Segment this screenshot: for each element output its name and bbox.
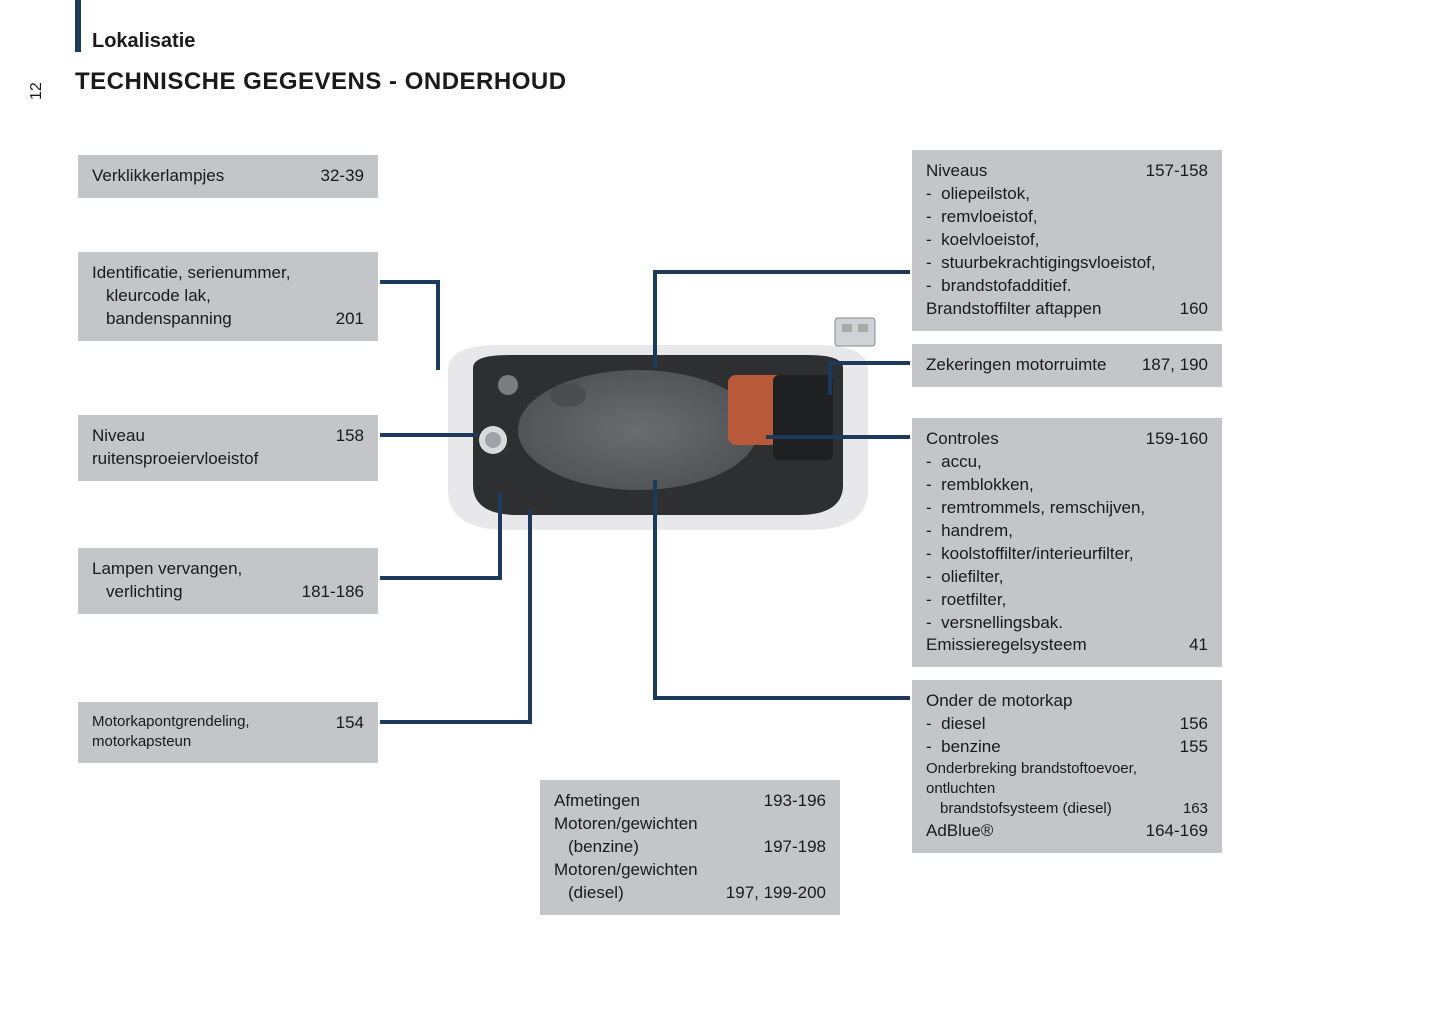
connector-bonnet xyxy=(380,510,530,722)
dimensions-pages: 193-196 xyxy=(756,790,826,813)
engine-washer-cap-inner xyxy=(485,432,501,448)
bulbs-line1: Lampen vervangen, xyxy=(92,558,364,581)
fuses-label: Zekeringen motorruimte xyxy=(926,354,1106,377)
checks-item-7: versnellingsbak. xyxy=(941,613,1063,632)
engines-diesel-2: (diesel) xyxy=(554,882,624,905)
checks-footer-pages: 41 xyxy=(1138,634,1208,657)
main-title: TECHNISCHE GEGEVENS - ONDERHOUD xyxy=(75,68,567,96)
levels-title: Niveaus xyxy=(926,160,987,183)
checks-item: - accu, xyxy=(926,451,1208,474)
bonnet-label: Motorkapontgrendeling, motorkapsteun xyxy=(92,712,294,753)
box-identification: Identificatie, serienummer, kleurcode la… xyxy=(78,252,378,341)
under-bonnet-petrol-pages: 155 xyxy=(1138,736,1208,759)
box-washer-fluid: Niveau ruitensproeiervloeistof 158 xyxy=(78,415,378,481)
component-icon xyxy=(830,310,880,350)
levels-footer-pages: 160 xyxy=(1138,298,1208,321)
identification-line3: bandenspanning xyxy=(92,308,232,331)
levels-item-1: remvloeistof, xyxy=(941,207,1037,226)
levels-item-3: stuurbekrachtigingsvloeistof, xyxy=(941,253,1156,272)
checks-item-3: handrem, xyxy=(941,521,1013,540)
levels-item-2: koelvloeistof, xyxy=(941,230,1039,249)
section-label: Lokalisatie xyxy=(92,30,195,53)
box-bulbs: Lampen vervangen, verlichting 181-186 xyxy=(78,548,378,614)
checks-title: Controles xyxy=(926,428,999,451)
levels-item: - stuurbekrachtigingsvloeistof, xyxy=(926,252,1208,275)
dimensions-label: Afmetingen xyxy=(554,790,640,813)
checks-item: - koolstoffilter/interieurfilter, xyxy=(926,543,1208,566)
warning-lights-label: Verklikkerlampjes xyxy=(92,165,224,188)
box-under-bonnet: Onder de motorkap - diesel 156 - benzine… xyxy=(912,680,1222,853)
connector-identification xyxy=(380,282,438,370)
under-bonnet-diesel-label: diesel xyxy=(941,714,985,733)
levels-item: - remvloeistof, xyxy=(926,206,1208,229)
engine-cap-2 xyxy=(550,383,586,407)
levels-item-4: brandstofadditief. xyxy=(941,276,1071,295)
washer-fluid-label: Niveau ruitensproeiervloeistof xyxy=(92,425,294,471)
checks-item: - versnellingsbak. xyxy=(926,612,1208,635)
identification-line2: kleurcode lak, xyxy=(92,285,364,308)
under-bonnet-petrol: - benzine xyxy=(926,736,1001,759)
box-fuses: Zekeringen motorruimte 187, 190 xyxy=(912,344,1222,387)
engines-diesel-1: Motoren/gewichten xyxy=(554,859,826,882)
box-warning-lights: Verklikkerlampjes 32-39 xyxy=(78,155,378,198)
checks-item: - handrem, xyxy=(926,520,1208,543)
checks-item-5: oliefilter, xyxy=(941,567,1003,586)
levels-pages: 157-158 xyxy=(1138,160,1208,183)
checks-item: - oliefilter, xyxy=(926,566,1208,589)
warning-lights-pages: 32-39 xyxy=(294,165,364,188)
identification-line1: Identificatie, serienummer, xyxy=(92,262,364,285)
checks-item-4: koolstoffilter/interieurfilter, xyxy=(941,544,1133,563)
engines-petrol-1: Motoren/gewichten xyxy=(554,813,826,836)
checks-item-1: remblokken, xyxy=(941,475,1034,494)
under-bonnet-adblue: AdBlue® xyxy=(926,820,993,843)
engines-petrol-pages: 197-198 xyxy=(756,836,826,859)
bulbs-line2: verlichting xyxy=(92,581,183,604)
under-bonnet-cutoff: Onderbreking brandstoftoevoer, ontluchte… xyxy=(926,759,1208,800)
under-bonnet-petrol-label: benzine xyxy=(941,737,1001,756)
box-levels: Niveaus 157-158 - oliepeilstok, - remvlo… xyxy=(912,150,1222,331)
under-bonnet-cutoff2: brandstofsysteem (diesel) xyxy=(926,799,1112,819)
levels-item-0: oliepeilstok, xyxy=(941,184,1030,203)
checks-item-6: roetfilter, xyxy=(941,590,1006,609)
fuses-pages: 187, 190 xyxy=(1138,354,1208,377)
engine-cap-small xyxy=(498,375,518,395)
box-bonnet: Motorkapontgrendeling, motorkapsteun 154 xyxy=(78,702,378,763)
under-bonnet-title: Onder de motorkap xyxy=(926,690,1208,713)
checks-item: - remblokken, xyxy=(926,474,1208,497)
bonnet-pages: 154 xyxy=(294,712,364,753)
page-number: 12 xyxy=(28,82,46,100)
under-bonnet-diesel: - diesel xyxy=(926,713,986,736)
engines-petrol-2: (benzine) xyxy=(554,836,639,859)
checks-footer: Emissieregelsysteem xyxy=(926,634,1087,657)
checks-item: - roetfilter, xyxy=(926,589,1208,612)
checks-item: - remtrommels, remschijven, xyxy=(926,497,1208,520)
under-bonnet-diesel-pages: 156 xyxy=(1138,713,1208,736)
checks-item-2: remtrommels, remschijven, xyxy=(941,498,1145,517)
engines-diesel-pages: 197, 199-200 xyxy=(726,882,826,905)
header-bar xyxy=(75,0,81,52)
levels-footer: Brandstoffilter aftappen xyxy=(926,298,1101,321)
engine-illustration xyxy=(438,340,878,535)
under-bonnet-cutoff-pages: 163 xyxy=(1138,799,1208,819)
engine-dark-box xyxy=(773,375,833,460)
box-checks: Controles 159-160 - accu, - remblokken, … xyxy=(912,418,1222,667)
checks-pages: 159-160 xyxy=(1138,428,1208,451)
under-bonnet-adblue-pages: 164-169 xyxy=(1138,820,1208,843)
levels-item: - koelvloeistof, xyxy=(926,229,1208,252)
checks-item-0: accu, xyxy=(941,452,982,471)
bulbs-pages: 181-186 xyxy=(294,581,364,604)
box-dimensions: Afmetingen 193-196 Motoren/gewichten (be… xyxy=(540,780,840,915)
washer-fluid-pages: 158 xyxy=(294,425,364,471)
identification-pages: 201 xyxy=(294,308,364,331)
levels-item: - brandstofadditief. xyxy=(926,275,1208,298)
levels-item: - oliepeilstok, xyxy=(926,183,1208,206)
